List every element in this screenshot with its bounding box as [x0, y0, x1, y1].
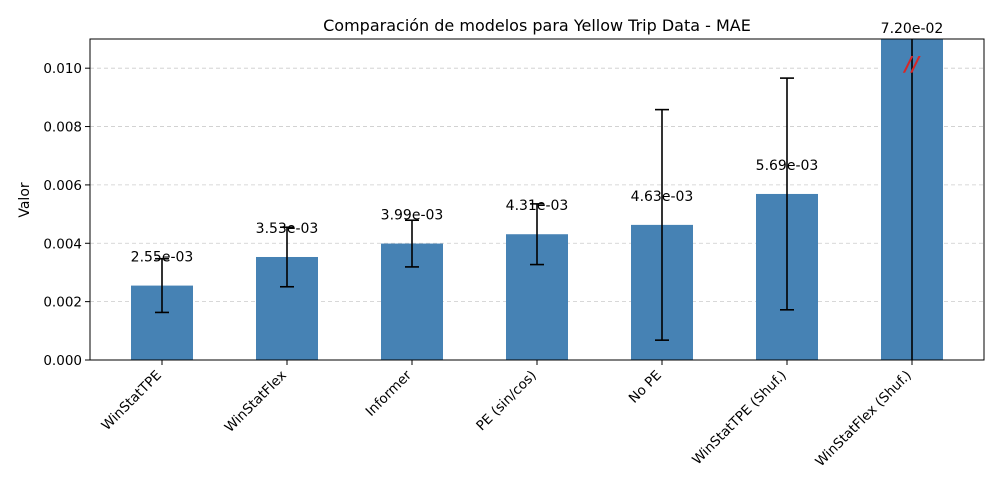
y-tick-label: 0.004	[43, 236, 82, 252]
chart-title: Comparación de modelos para Yellow Trip …	[323, 16, 751, 35]
y-tick-label: 0.006	[43, 178, 82, 194]
y-tick-label: 0.008	[43, 120, 82, 136]
axis-break-marker: //	[903, 52, 921, 76]
y-tick-label: 0.000	[43, 353, 82, 369]
error-bars	[155, 39, 913, 360]
data-label: 4.63e-03	[631, 189, 694, 205]
x-tick-label: WinStatFlex (Shuf.)	[812, 368, 914, 470]
x-tick-label: PE (sin/cos)	[473, 368, 540, 435]
y-tick-label: 0.002	[43, 295, 82, 311]
y-tick-label: 0.010	[43, 61, 82, 77]
data-label: 3.99e-03	[381, 208, 444, 224]
data-label: 5.69e-03	[756, 158, 819, 174]
data-labels: 2.55e-03 3.53e-03 3.99e-03 4.31e-03 4.63e-03…	[131, 21, 944, 266]
x-tick-label: WinStatFlex	[222, 368, 290, 436]
data-label: 2.55e-03	[131, 250, 194, 266]
y-axis-label: Valor	[17, 182, 33, 218]
data-label: 4.31e-03	[506, 198, 569, 214]
x-tick-label: Informer	[363, 367, 416, 420]
x-ticks: WinStatTPE WinStatFlex Informer PE (sin/cos…	[99, 360, 915, 470]
x-tick-label: WinStatTPE	[99, 368, 165, 434]
y-ticks: 0.000 0.002 0.004 0.006 0.008 0.010	[43, 61, 90, 369]
data-label: 7.20e-02	[881, 21, 944, 37]
x-tick-label: No PE	[626, 368, 665, 407]
data-label: 3.53e-03	[256, 221, 319, 237]
x-tick-label: WinStatTPE (Shuf.)	[689, 368, 790, 469]
